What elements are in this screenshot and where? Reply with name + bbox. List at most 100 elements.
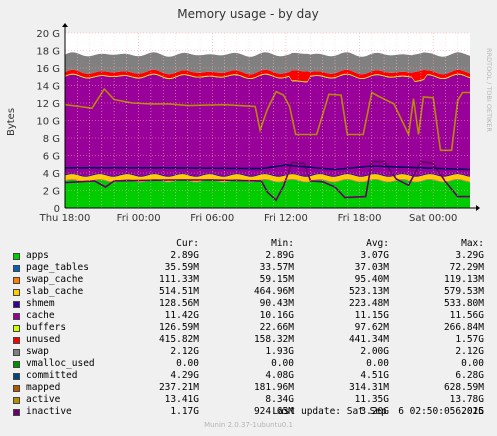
legend-min: 0.00 — [271, 358, 294, 369]
legend-swatch — [13, 348, 20, 356]
legend-name: page_tables — [26, 262, 89, 273]
legend-header-cur: Cur: — [176, 238, 199, 249]
y-axis-arrow — [62, 23, 68, 27]
legend-max: 533.80M — [443, 298, 484, 309]
legend-swatch — [13, 276, 20, 284]
legend-avg: 3.20G — [360, 406, 389, 417]
legend-avg: 11.15G — [354, 310, 389, 321]
legend-header-max: Max: — [461, 238, 484, 249]
legend-row-swap-cache: swap_cache 111.33M 59.15M 95.40M 119.13M — [0, 274, 497, 286]
legend-cur: 514.51M — [158, 286, 199, 297]
x-tick-label: Fri 18:00 — [338, 213, 382, 224]
legend-row-vmalloc-used: vmalloc_used 0.00 0.00 0.00 0.00 — [0, 358, 497, 370]
legend-max: 13.78G — [449, 394, 484, 405]
legend-name: committed — [26, 370, 78, 381]
legend-min: 924.65M — [253, 406, 294, 417]
legend-swatch — [13, 312, 20, 320]
legend-swatch — [13, 336, 20, 344]
legend-min: 22.66M — [259, 322, 294, 333]
legend-cur: 2.12G — [170, 346, 199, 357]
area-buffers — [65, 73, 470, 83]
y-tick-label: 12 G — [36, 99, 60, 110]
legend: Cur: Min: Avg: Max: apps 2.89G 2.89G 3.07G 3… — [0, 238, 497, 418]
y-tick-label: 6 G — [43, 152, 60, 163]
rrdtool-credit: RRDTOOL / TOBI OETIKER — [485, 48, 493, 132]
legend-swatch — [13, 372, 20, 380]
line-inactive — [64, 160, 470, 202]
y-tick-label: 14 G — [36, 82, 60, 93]
legend-swatch — [13, 324, 20, 332]
y-tick-label: 18 G — [36, 47, 60, 58]
legend-avg: 3.07G — [360, 250, 389, 261]
legend-header-min: Min: — [271, 238, 294, 249]
y-tick-label: 8 G — [43, 134, 60, 145]
legend-name: unused — [26, 334, 61, 345]
legend-name: apps — [26, 250, 49, 261]
legend-swatch — [13, 360, 20, 368]
legend-row-buffers: buffers 126.59M 22.66M 97.62M 266.84M — [0, 322, 497, 334]
legend-name: swap — [26, 346, 49, 357]
legend-name: cache — [26, 310, 55, 321]
legend-name: swap_cache — [26, 274, 84, 285]
legend-min: 181.96M — [253, 382, 294, 393]
legend-min: 90.43M — [259, 298, 294, 309]
legend-max: 119.13M — [443, 274, 484, 285]
legend-max: 3.29G — [455, 250, 484, 261]
y-tick-label: 2 G — [43, 187, 60, 198]
legend-avg: 11.35G — [354, 394, 389, 405]
x-tick-label: Fri 06:00 — [190, 213, 234, 224]
munin-version: Munin 2.0.37-1ubuntu0.1 — [204, 421, 293, 429]
legend-min: 464.96M — [253, 286, 294, 297]
legend-min: 8.34G — [265, 394, 294, 405]
legend-avg: 95.40M — [354, 274, 389, 285]
legend-min: 33.57M — [259, 262, 294, 273]
chart-title: Memory usage - by day — [177, 7, 318, 21]
legend-name: slab_cache — [26, 286, 84, 297]
legend-min: 10.16G — [259, 310, 294, 321]
legend-name: buffers — [26, 322, 67, 333]
legend-cur: 1.17G — [170, 406, 199, 417]
legend-max: 2.12G — [455, 346, 484, 357]
legend-row-unused: unused 415.82M 158.32M 441.34M 1.57G — [0, 334, 497, 346]
legend-name: vmalloc_used — [26, 358, 95, 369]
legend-max: 6.28G — [455, 370, 484, 381]
legend-avg: 0.00 — [366, 358, 389, 369]
legend-row-apps: apps 2.89G 2.89G 3.07G 3.29G — [0, 250, 497, 262]
legend-row-inactive: inactive 1.17G 924.65M 3.20G 6.01G — [0, 406, 497, 418]
area-shmem — [65, 173, 470, 177]
legend-avg: 2.00G — [360, 346, 389, 357]
legend-avg: 441.34M — [348, 334, 389, 345]
legend-row-cache: cache 11.42G 10.16G 11.15G 11.56G — [0, 310, 497, 322]
x-tick-label: Fri 00:00 — [117, 213, 161, 224]
y-axis-label: Bytes — [6, 108, 17, 136]
x-tick-label: Sat 00:00 — [409, 213, 457, 224]
legend-cur: 415.82M — [158, 334, 199, 345]
legend-cur: 237.21M — [158, 382, 199, 393]
legend-max: 579.53M — [443, 286, 484, 297]
legend-max: 11.56G — [449, 310, 484, 321]
legend-row-swap: swap 2.12G 1.93G 2.00G 2.12G — [0, 346, 497, 358]
y-tick-label: 4 G — [43, 169, 60, 180]
legend-name: shmem — [26, 298, 55, 309]
last-update: Last update: Sat Sep 6 02:50:05 2025 — [272, 406, 484, 417]
area-swap-cache — [65, 178, 470, 183]
legend-min: 2.89G — [265, 250, 294, 261]
legend-row-active: active 13.41G 8.34G 11.35G 13.78G — [0, 394, 497, 406]
legend-cur: 35.59M — [164, 262, 199, 273]
legend-row-page-tables: page_tables 35.59M 33.57M 37.03M 72.29M — [0, 262, 497, 274]
legend-min: 1.93G — [265, 346, 294, 357]
legend-name: mapped — [26, 382, 61, 393]
legend-swatch — [13, 396, 20, 404]
area-cache — [65, 74, 470, 176]
legend-header-avg: Avg: — [366, 238, 389, 249]
x-tick-label: Fri 12:00 — [264, 213, 308, 224]
legend-max: 6.01G — [455, 406, 484, 417]
legend-row-slab-cache: slab_cache 514.51M 464.96M 523.13M 579.53M — [0, 286, 497, 298]
legend-min: 4.08G — [265, 370, 294, 381]
legend-row-shmem: shmem 128.56M 90.43M 223.48M 533.80M — [0, 298, 497, 310]
y-tick-label: 10 G — [36, 117, 60, 128]
legend-min: 158.32M — [253, 334, 294, 345]
legend-avg: 223.48M — [348, 298, 389, 309]
legend-swatch — [13, 300, 20, 308]
x-tick-label: Thu 18:00 — [39, 213, 91, 224]
